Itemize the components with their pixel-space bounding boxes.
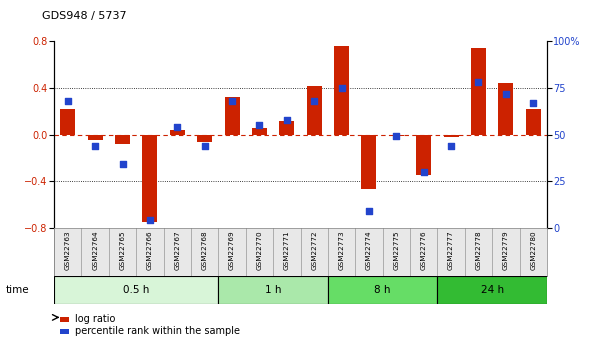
Point (310, 98, 319, 104)
Point (227, 98, 237, 104)
Text: 24 h: 24 h (481, 285, 504, 295)
Bar (389, 135, 404, 136)
Text: GSM22772: GSM22772 (311, 230, 317, 270)
Text: GSM22764: GSM22764 (92, 230, 98, 270)
Bar (88, 135, 103, 140)
Text: GSM22773: GSM22773 (338, 230, 344, 270)
Text: GSM22778: GSM22778 (475, 230, 481, 270)
Point (528, 100, 538, 106)
Text: GSM22777: GSM22777 (448, 230, 454, 270)
Text: GSM22771: GSM22771 (284, 230, 290, 270)
Text: time: time (6, 285, 29, 295)
Point (391, 134, 401, 139)
Point (474, 80, 483, 85)
Bar (526, 109, 541, 135)
Bar (218, 276, 328, 304)
Text: 8 h: 8 h (374, 285, 391, 295)
Point (90, 143, 100, 148)
Bar (142, 135, 157, 222)
Text: percentile rank within the sample: percentile rank within the sample (75, 326, 240, 336)
Text: GSM22774: GSM22774 (366, 230, 372, 270)
Bar (416, 135, 432, 175)
Point (282, 117, 291, 122)
Bar (169, 130, 185, 135)
Point (118, 161, 127, 167)
Bar (328, 276, 438, 304)
Bar (498, 83, 513, 135)
Bar (252, 128, 267, 135)
Text: GSM22780: GSM22780 (530, 230, 536, 270)
Bar (334, 46, 349, 135)
Text: GSM22765: GSM22765 (120, 230, 126, 270)
Point (447, 143, 456, 148)
Point (337, 85, 346, 91)
Text: GDS948 / 5737: GDS948 / 5737 (42, 11, 127, 21)
Bar (115, 135, 130, 144)
Text: 0.5 h: 0.5 h (123, 285, 150, 295)
Point (255, 122, 264, 128)
Bar (361, 135, 376, 189)
Bar (225, 97, 240, 135)
Bar (307, 86, 322, 135)
Point (200, 143, 210, 148)
Point (145, 217, 154, 223)
Text: log ratio: log ratio (75, 314, 115, 324)
Point (172, 124, 182, 130)
Text: 1 h: 1 h (265, 285, 281, 295)
Bar (197, 135, 212, 141)
Text: GSM22776: GSM22776 (421, 230, 427, 270)
Text: GSM22766: GSM22766 (147, 230, 153, 270)
Point (419, 169, 429, 175)
Point (63, 98, 73, 104)
Text: GSM22768: GSM22768 (202, 230, 208, 270)
Bar (438, 276, 547, 304)
Text: GSM22775: GSM22775 (393, 230, 399, 270)
Bar (279, 120, 294, 135)
Point (501, 91, 511, 96)
Bar (471, 48, 486, 135)
Bar (444, 135, 459, 137)
Text: GSM22770: GSM22770 (257, 230, 263, 270)
Point (364, 208, 374, 214)
Bar (54, 276, 218, 304)
Text: GSM22763: GSM22763 (65, 230, 71, 270)
Bar (60, 109, 75, 135)
Text: GSM22779: GSM22779 (503, 230, 509, 270)
Text: GSM22767: GSM22767 (174, 230, 180, 270)
Text: GSM22769: GSM22769 (229, 230, 235, 270)
